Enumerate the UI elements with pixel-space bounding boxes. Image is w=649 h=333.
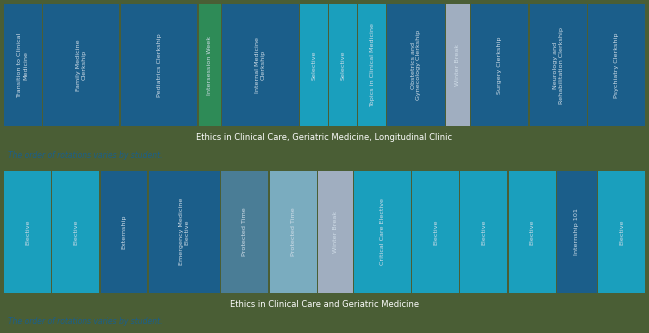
Bar bbox=[270, 171, 317, 293]
Bar bbox=[588, 4, 645, 127]
Text: Internal Medicine
Clerkship: Internal Medicine Clerkship bbox=[255, 37, 265, 93]
Bar bbox=[471, 4, 528, 127]
Bar bbox=[101, 171, 147, 293]
Bar bbox=[199, 4, 221, 127]
Text: Neurology and
Rehabilitation Clerkship: Neurology and Rehabilitation Clerkship bbox=[553, 27, 563, 104]
Text: Emergency Medicine
Elective: Emergency Medicine Elective bbox=[179, 198, 190, 265]
Bar bbox=[387, 4, 445, 127]
Bar bbox=[354, 171, 411, 293]
Text: Protected Time: Protected Time bbox=[242, 207, 247, 256]
Bar bbox=[221, 171, 268, 293]
Text: Winter Break: Winter Break bbox=[333, 211, 338, 253]
Text: Protected Time: Protected Time bbox=[291, 207, 295, 256]
Bar bbox=[43, 4, 119, 127]
Bar bbox=[530, 4, 587, 127]
Bar bbox=[329, 4, 357, 127]
Text: Internship 101: Internship 101 bbox=[574, 208, 580, 255]
Bar bbox=[318, 171, 353, 293]
Text: Pediatrics Clerkship: Pediatrics Clerkship bbox=[156, 33, 162, 97]
Bar bbox=[461, 171, 508, 293]
Text: The order of rotations varies by student.: The order of rotations varies by student… bbox=[8, 151, 163, 160]
Text: Elective: Elective bbox=[482, 219, 486, 244]
Text: Elective: Elective bbox=[73, 219, 79, 244]
Bar bbox=[121, 4, 197, 127]
Bar bbox=[358, 4, 386, 127]
Text: Psychiatry Clerkship: Psychiatry Clerkship bbox=[614, 33, 619, 98]
Text: Surgery Clerkship: Surgery Clerkship bbox=[497, 37, 502, 94]
Text: The order of rotations varies by student.: The order of rotations varies by student… bbox=[8, 317, 163, 326]
Text: Elective: Elective bbox=[25, 219, 30, 244]
Text: Elective: Elective bbox=[530, 219, 535, 244]
Bar bbox=[4, 171, 51, 293]
Text: Winter Break: Winter Break bbox=[456, 44, 460, 86]
Text: Transition to Clinical
Medicine: Transition to Clinical Medicine bbox=[18, 33, 28, 98]
Text: Selective: Selective bbox=[341, 51, 345, 80]
Bar bbox=[4, 4, 42, 127]
Text: Elective: Elective bbox=[433, 219, 438, 244]
Text: Family Medicine
Clerkship: Family Medicine Clerkship bbox=[76, 40, 86, 91]
Bar bbox=[300, 4, 328, 127]
Text: Selective: Selective bbox=[312, 51, 316, 80]
Bar bbox=[149, 171, 220, 293]
Text: Externship: Externship bbox=[121, 214, 127, 249]
Bar bbox=[222, 4, 299, 127]
Bar bbox=[557, 171, 596, 293]
Bar bbox=[509, 171, 556, 293]
Text: Topics in Clinical Medicine: Topics in Clinical Medicine bbox=[370, 23, 374, 107]
Bar bbox=[53, 171, 99, 293]
Text: Elective: Elective bbox=[619, 219, 624, 244]
Bar bbox=[446, 4, 470, 127]
Text: Intersession Week: Intersession Week bbox=[207, 36, 212, 95]
Bar bbox=[598, 171, 645, 293]
Bar bbox=[412, 171, 459, 293]
Text: Critical Care Elective: Critical Care Elective bbox=[380, 198, 385, 265]
Text: Ethics in Clinical Care, Geriatric Medicine, Longitudinal Clinic: Ethics in Clinical Care, Geriatric Medic… bbox=[197, 133, 452, 142]
Text: Ethics in Clinical Care and Geriatric Medicine: Ethics in Clinical Care and Geriatric Me… bbox=[230, 299, 419, 308]
Text: Obstetrics and
Gynecology Clerkship: Obstetrics and Gynecology Clerkship bbox=[411, 30, 421, 101]
